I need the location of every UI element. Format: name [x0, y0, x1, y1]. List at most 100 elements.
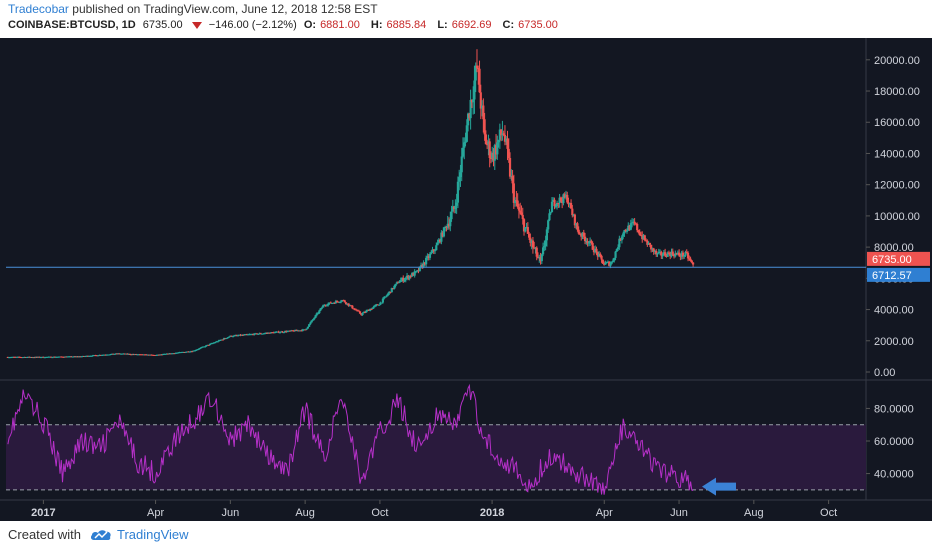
- candle-body: [217, 340, 221, 342]
- candle-body: [461, 147, 465, 157]
- candle-body: [104, 354, 107, 356]
- candle-body: [107, 354, 110, 356]
- candle-body: [182, 351, 185, 353]
- candle-body: [403, 279, 406, 282]
- candle-body: [275, 331, 278, 333]
- candle-body: [262, 333, 265, 335]
- candle-body: [84, 356, 87, 358]
- chart-canvas[interactable]: 0.002000.004000.006000.008000.0010000.00…: [0, 38, 932, 521]
- candle-body: [350, 305, 353, 307]
- candle-body: [568, 202, 571, 205]
- candle-body: [549, 212, 552, 214]
- candle-body: [41, 356, 44, 358]
- candle-body: [227, 336, 231, 338]
- candle-body: [577, 229, 580, 234]
- candle-body: [632, 221, 635, 223]
- candle-body: [272, 332, 275, 334]
- candle-body: [592, 249, 596, 253]
- candle-body: [235, 335, 238, 337]
- candle-body: [372, 306, 376, 308]
- candle-body: [507, 148, 510, 159]
- candle-body: [46, 356, 49, 358]
- candle-body: [643, 235, 646, 241]
- candle-body: [683, 255, 686, 257]
- candle-body: [60, 356, 63, 358]
- candle-body: [109, 354, 112, 356]
- candle-body: [154, 355, 157, 357]
- time-tick-label: Jun: [221, 507, 239, 519]
- candle-body: [439, 239, 442, 242]
- candle-body: [656, 253, 659, 255]
- candle-body: [116, 353, 119, 355]
- candle-body: [572, 214, 575, 216]
- candle-body: [402, 277, 405, 282]
- candle-body: [252, 334, 255, 336]
- candle-body: [94, 355, 97, 357]
- candle-body: [99, 354, 102, 356]
- candle-body: [207, 344, 210, 346]
- candle-body: [597, 253, 601, 257]
- candle-body: [608, 261, 611, 266]
- candle-body: [426, 256, 429, 258]
- candle-body: [678, 252, 681, 256]
- candle-body: [29, 357, 32, 359]
- candle-body: [603, 263, 606, 265]
- candle-body: [583, 236, 587, 242]
- candle-body: [466, 113, 470, 126]
- candle-body: [15, 356, 18, 358]
- candle-body: [647, 242, 650, 245]
- candle-body: [34, 356, 37, 358]
- candle-body: [310, 320, 313, 323]
- price-tick-label: 14000.00: [874, 148, 920, 160]
- candle-body: [383, 297, 386, 299]
- candle-body: [269, 332, 273, 334]
- candle-body: [596, 252, 599, 257]
- candle-body: [633, 221, 636, 224]
- candle-body: [32, 357, 35, 359]
- candle-body: [98, 354, 101, 356]
- candle-body: [118, 353, 121, 355]
- author-link[interactable]: Tradecobar: [8, 2, 69, 16]
- candle-body: [119, 353, 123, 355]
- candle-body: [494, 145, 498, 155]
- publish-line: Tradecobar published on TradingView.com,…: [8, 2, 378, 16]
- rsi-line: [7, 383, 694, 495]
- candle-body: [525, 227, 528, 229]
- candle-body: [636, 224, 639, 231]
- candle-body: [276, 331, 279, 333]
- candle-body: [219, 340, 222, 342]
- candle-body: [273, 332, 276, 334]
- candle-body: [30, 357, 34, 359]
- candle-body: [266, 332, 269, 334]
- candle-body: [169, 353, 172, 355]
- price-tick-label: 20000.00: [874, 55, 920, 67]
- candle-body: [216, 341, 219, 343]
- candle-body: [585, 241, 588, 243]
- candle-body: [336, 301, 339, 303]
- candle-body: [210, 343, 213, 345]
- candle-body: [315, 313, 318, 316]
- candle-body: [341, 300, 344, 302]
- candle-body: [353, 309, 357, 311]
- candle-body: [671, 251, 674, 255]
- candle-body: [238, 334, 241, 336]
- candle-body: [445, 226, 448, 228]
- candle-body: [526, 227, 529, 234]
- candle-body: [355, 309, 358, 311]
- candle-body: [658, 251, 662, 253]
- candle-body: [222, 338, 226, 340]
- candle-body: [501, 133, 504, 136]
- candle-body: [629, 223, 632, 230]
- tradingview-logo[interactable]: TradingView: [90, 527, 189, 542]
- candle-body: [380, 302, 383, 304]
- candle-body: [470, 99, 473, 103]
- candle-body: [431, 249, 434, 253]
- candle-body: [428, 253, 432, 258]
- candle-body: [202, 346, 205, 348]
- candle-body: [535, 247, 538, 257]
- candle-body: [540, 254, 543, 262]
- candle-body: [371, 307, 374, 310]
- candle-body: [377, 304, 381, 306]
- candle-body: [433, 250, 437, 252]
- candle-body: [573, 214, 576, 226]
